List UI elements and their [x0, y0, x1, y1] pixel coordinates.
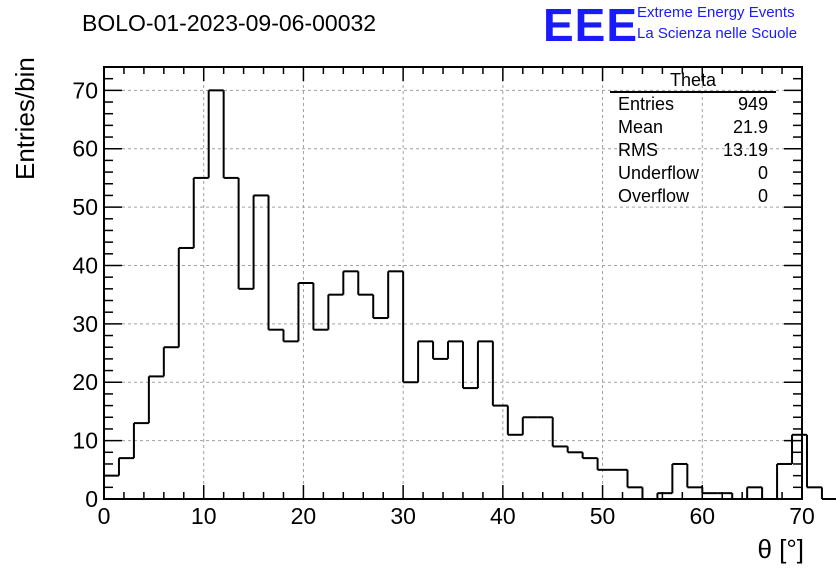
- histogram-bin: [776, 462, 793, 499]
- histogram-bin: [551, 417, 568, 448]
- x-axis-label: θ [°]: [757, 534, 804, 564]
- histogram-bin: [432, 341, 449, 360]
- chart-title: BOLO-01-2023-09-06-00032: [82, 10, 377, 36]
- x-tick-label: 70: [789, 503, 815, 529]
- histogram-bin: [566, 446, 583, 454]
- histogram-bin: [820, 487, 836, 500]
- logo-caption-line1: Extreme Energy Events: [637, 4, 795, 21]
- histogram-bin: [237, 177, 254, 290]
- histogram-bin: [626, 469, 643, 489]
- histogram-bin: [357, 271, 374, 296]
- x-tick-label: 50: [590, 503, 616, 529]
- histogram-bin: [342, 270, 359, 295]
- y-tick-label: 0: [85, 486, 98, 512]
- histogram-bin: [267, 195, 284, 331]
- y-tick-label: 40: [72, 252, 98, 278]
- stats-row-entries: Entries 949: [610, 93, 776, 116]
- stats-value: 949: [737, 94, 768, 114]
- histogram-bin: [177, 246, 194, 348]
- x-tick-label: 0: [98, 503, 111, 529]
- x-tick-label: 30: [390, 503, 416, 529]
- histogram-bin: [491, 341, 508, 407]
- histogram-bin: [596, 458, 613, 471]
- histogram-bin: [686, 463, 703, 489]
- histogram-bin: [372, 294, 389, 320]
- histogram-bin: [192, 176, 209, 248]
- histogram-bin: [297, 282, 314, 342]
- histogram-bin: [476, 340, 493, 389]
- y-tick-label: 70: [72, 77, 98, 103]
- histogram-bin: [805, 434, 822, 489]
- eee-logo: EEE: [543, 0, 639, 51]
- x-tick-labels: 0 10 20 30 40 50 60 70: [98, 503, 815, 529]
- stats-label: Underflow: [618, 163, 700, 183]
- histogram-bin: [521, 416, 538, 435]
- x-tick-label: 60: [689, 503, 715, 529]
- stats-value: 21.9: [732, 117, 768, 137]
- stats-label: Entries: [618, 94, 675, 114]
- histogram-bin: [252, 194, 269, 289]
- histogram-bin: [147, 375, 164, 424]
- histogram-bin: [641, 487, 658, 500]
- stats-value: 13.19: [722, 140, 768, 160]
- x-tick-label: 40: [490, 503, 516, 529]
- histogram-bin: [506, 405, 523, 436]
- histogram-bin: [417, 340, 434, 383]
- axis-ticks: [103, 66, 803, 500]
- y-tick-label: 30: [72, 311, 98, 337]
- histogram-bin: [222, 90, 239, 179]
- histogram-bin: [117, 457, 134, 476]
- stats-label: RMS: [618, 140, 658, 160]
- histogram-bin: [581, 452, 598, 460]
- y-tick-label: 10: [72, 428, 98, 454]
- x-tick-label: 10: [191, 503, 217, 529]
- histogram-bin: [402, 271, 419, 384]
- histogram-bin: [671, 462, 688, 494]
- histogram-bin: [461, 341, 478, 390]
- stats-label: Mean: [618, 117, 664, 137]
- stats-value: 0: [757, 186, 768, 206]
- histogram-bin: [327, 293, 344, 330]
- stats-row-mean: Mean 21.9: [610, 116, 776, 139]
- histogram-bin: [162, 346, 179, 377]
- y-tick-label: 60: [72, 136, 98, 162]
- stats-label: Overflow: [618, 186, 690, 206]
- histogram-bin: [312, 283, 329, 331]
- stats-row-rms: RMS 13.19: [610, 139, 776, 162]
- histogram-bin: [701, 487, 718, 495]
- histogram-bin: [447, 340, 463, 359]
- histogram-bin: [387, 270, 404, 319]
- y-axis-label: Entries/bin: [10, 57, 40, 180]
- y-tick-labels: 0 10 20 30 40 50 60 70: [72, 77, 98, 512]
- histogram-bin: [746, 486, 763, 499]
- y-tick-label: 50: [72, 194, 98, 220]
- stats-row-overflow: Overflow 0: [610, 185, 776, 208]
- stats-row-underflow: Underflow 0: [610, 162, 776, 185]
- x-tick-label: 20: [291, 503, 317, 529]
- y-tick-label: 20: [72, 369, 98, 395]
- histogram-bin: [761, 487, 778, 500]
- histogram-bin: [207, 89, 224, 178]
- stats-value: 0: [757, 163, 768, 183]
- stats-box: Theta Entries 949 Mean 21.9 RMS 13.19 Un…: [610, 70, 776, 208]
- stats-title: Theta: [610, 70, 776, 93]
- plot-frame: [103, 66, 803, 500]
- histogram-bin: [132, 422, 149, 459]
- histogram-bin: [791, 433, 807, 464]
- logo-caption-line2: La Scienza nelle Scuole: [637, 25, 798, 42]
- histogram-bin: [282, 329, 299, 343]
